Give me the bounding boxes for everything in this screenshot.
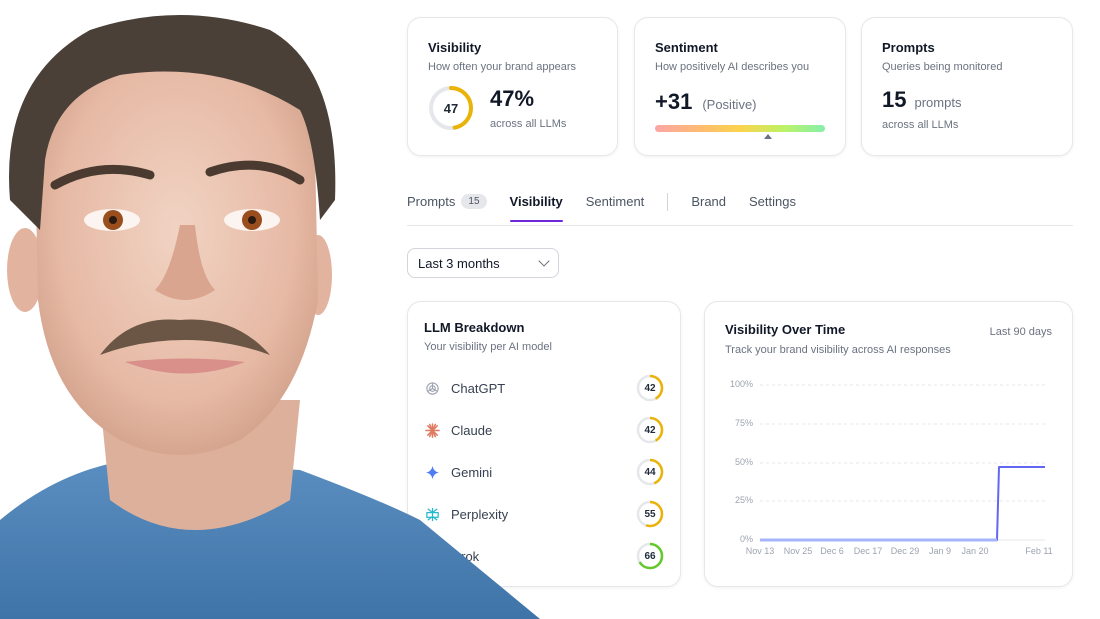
visibility-stat-title: Visibility [428, 40, 482, 55]
llm-score-ring: 42 [636, 374, 664, 402]
time-range-value: Last 3 months [418, 255, 500, 271]
x-tick: Dec 29 [890, 546, 920, 556]
y-tick: 0% [739, 534, 753, 544]
llm-row-grok[interactable]: Grok 66 [424, 535, 664, 577]
llm-breakdown-title: LLM Breakdown [424, 320, 525, 335]
prompts-caption: across all LLMs [882, 119, 959, 131]
visibility-over-time-card: Visibility Over Time Last 90 days Track … [704, 301, 1073, 587]
llm-score: 44 [644, 466, 656, 478]
tab-settings[interactable]: Settings [749, 186, 796, 221]
sentiment-stat-subtitle: How positively AI describes you [655, 61, 810, 73]
visibility-percent: 47% [490, 86, 535, 111]
x-tick: Feb 11 [1025, 546, 1053, 556]
x-tick: Dec 6 [820, 546, 844, 556]
prompts-stat-title: Prompts [882, 40, 935, 55]
llm-score-ring: 44 [636, 458, 664, 486]
x-tick: Jan 9 [928, 546, 952, 556]
llm-score: 42 [644, 424, 656, 436]
llm-name: Perplexity [451, 506, 509, 522]
chart-title: Visibility Over Time [725, 322, 846, 337]
time-range-select[interactable]: Last 3 months [407, 248, 559, 278]
tab-label: Brand [691, 194, 727, 209]
triangle-up-icon [763, 134, 772, 139]
prompts-stat-subtitle: Queries being monitored [882, 61, 1003, 73]
visibility-caption: across all LLMs [490, 118, 567, 130]
sentiment-marker [655, 132, 825, 140]
llm-breakdown-card: LLM Breakdown Your visibility per AI mod… [407, 301, 681, 587]
sentiment-label: (Positive) [702, 97, 757, 112]
chart-plot-area [760, 384, 1045, 542]
llm-name: ChatGPT [451, 380, 506, 396]
llm-row-claude[interactable]: Claude 42 [424, 409, 664, 451]
llm-name: Claude [451, 422, 493, 438]
prompts-count-badge: 15 [461, 194, 487, 209]
sentiment-stat-card: Sentiment How positively AI describes yo… [634, 17, 846, 156]
llm-score: 55 [644, 508, 656, 520]
y-tick: 25% [734, 495, 753, 505]
y-tick: 75% [734, 418, 753, 428]
x-tick: Dec 17 [853, 546, 883, 556]
sentiment-gradient-bar [655, 125, 825, 132]
chart-subtitle: Track your brand visibility across AI re… [725, 344, 951, 356]
visibility-line-chart: 100% 75% 50% 25% 0% Nov 13 Nov 25 Dec 6 … [705, 372, 1074, 562]
tab-sentiment[interactable]: Sentiment [586, 186, 645, 221]
tab-brand[interactable]: Brand [691, 186, 726, 221]
chevron-down-icon [538, 255, 550, 267]
claude-icon [424, 422, 440, 438]
llm-row-gemini[interactable]: Gemini 44 [424, 451, 664, 493]
visibility-stat-card: Visibility How often your brand appears … [407, 17, 618, 156]
llm-name: Grok [451, 548, 480, 564]
gemini-icon [424, 464, 440, 480]
tab-visibility[interactable]: Visibility [509, 186, 564, 222]
y-tick: 50% [734, 457, 753, 467]
chart-range-label: Last 90 days [989, 326, 1052, 338]
llm-name: Gemini [451, 464, 493, 480]
visibility-score-ring: 47 [428, 85, 474, 131]
x-tick: Jan 20 [961, 546, 989, 556]
tab-label: Prompts [407, 194, 456, 209]
prompts-stat-card: Prompts Queries being monitored 15 promp… [861, 17, 1073, 156]
visibility-stat-subtitle: How often your brand appears [428, 61, 576, 73]
llm-score-ring: 55 [636, 500, 664, 528]
llm-score-ring: 42 [636, 416, 664, 444]
llm-score: 42 [644, 382, 656, 394]
tab-prompts[interactable]: Prompts 15 [407, 186, 487, 221]
visibility-ring-value: 47 [443, 100, 459, 116]
x-tick: Nov 13 [745, 546, 775, 556]
perplexity-icon [424, 506, 440, 522]
grok-icon [424, 548, 440, 564]
y-tick: 100% [729, 379, 753, 389]
tab-divider [667, 193, 669, 211]
tab-label: Sentiment [585, 194, 645, 209]
llm-score-ring: 66 [636, 542, 664, 570]
section-tabs: Prompts 15 Visibility Sentiment Brand Se… [407, 186, 1073, 226]
prompts-unit: prompts [914, 95, 962, 110]
x-tick: Nov 25 [783, 546, 813, 556]
tab-label: Settings [749, 194, 796, 209]
prompts-count: 15 [882, 87, 907, 112]
llm-score: 66 [644, 550, 656, 562]
tab-label: Visibility [509, 194, 563, 209]
sentiment-score: +31 [655, 89, 693, 114]
llm-row-perplexity[interactable]: Perplexity 55 [424, 493, 664, 535]
llm-row-chatgpt[interactable]: ChatGPT 42 [424, 367, 664, 409]
sentiment-stat-title: Sentiment [655, 40, 718, 55]
llm-breakdown-subtitle: Your visibility per AI model [424, 341, 552, 353]
chatgpt-icon [424, 380, 440, 396]
